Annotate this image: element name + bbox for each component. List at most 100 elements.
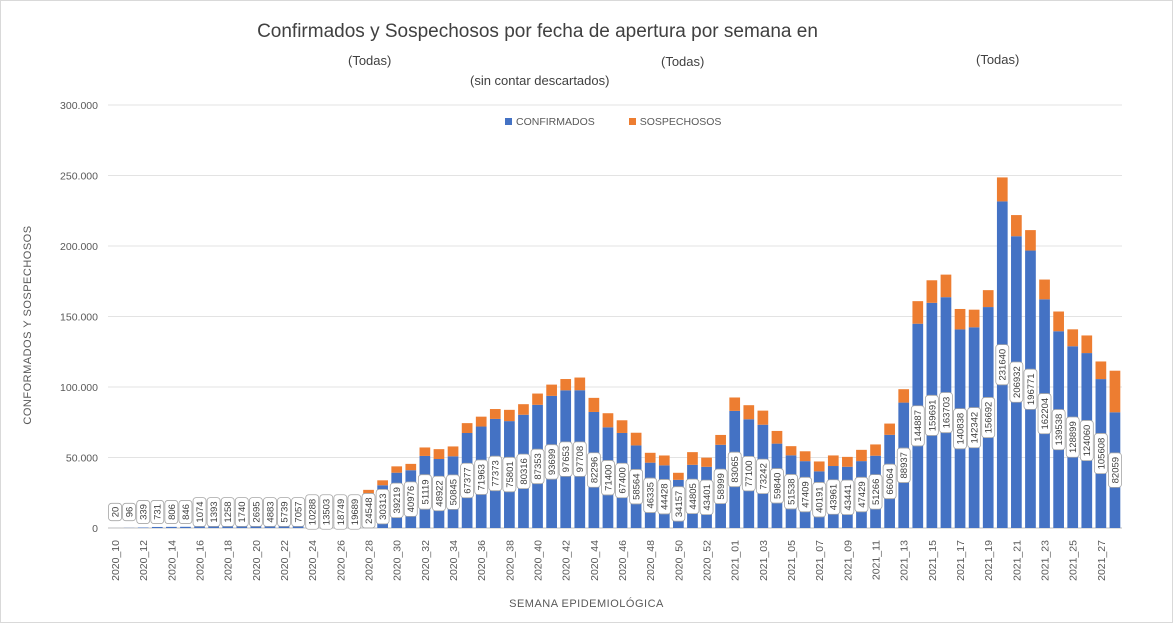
data-label-text: 142342 [970,412,981,444]
bar-sospechosos [968,309,980,328]
data-label-box [784,474,798,510]
data-label: 58999 [713,468,728,505]
data-label: 30313 [375,488,390,525]
data-label-text: 43961 [829,484,840,510]
data-label: 82059 [1108,452,1122,488]
data-label: 44805 [685,478,700,515]
data-label-text: 806 [167,504,178,520]
data-label-box [1037,393,1052,435]
data-label: 51538 [784,474,798,510]
x-tick-label: 2020_40 [533,540,545,581]
data-label-box [882,463,897,500]
data-label-text: 4883 [265,501,276,522]
data-label-text: 71963 [477,464,488,490]
data-label: 47429 [854,476,869,513]
bar-sospechosos [771,430,783,444]
x-tick-label: 2020_26 [335,540,347,581]
data-label-text: 40976 [406,486,417,512]
bar-sospechosos [616,420,628,433]
data-label-box [657,479,672,515]
x-tick-label: 2020_34 [448,540,460,581]
y-tick-label: 50.000 [66,453,98,465]
data-label-text: 40191 [815,486,826,512]
data-label: 97708 [572,441,587,477]
data-label-text: 58564 [632,474,643,500]
data-label: 339 [136,500,151,524]
bar-confirmados [194,526,205,528]
data-label: 128899 [1065,416,1080,458]
legend-swatch-sospechosos [628,118,636,125]
x-tick-label: 2021_19 [983,540,995,581]
legend-swatch-confirmados [505,118,512,125]
data-label: 24548 [361,493,376,529]
data-label: 18749 [333,494,348,530]
filter-label-1: (Todas) [348,53,392,68]
data-label-box [122,502,137,522]
data-label: 58564 [629,469,644,505]
data-label-box [361,493,376,529]
data-label-text: 159691 [927,400,938,432]
x-tick-label: 2020_16 [195,540,207,581]
bar-sospechosos [1039,279,1050,300]
data-label-text: 20 [110,507,121,518]
data-label: 83065 [727,451,742,488]
data-label-text: 51538 [786,478,797,504]
data-label: 82296 [586,452,601,488]
data-label-box [854,476,869,513]
data-label-text: 82059 [1110,457,1121,483]
data-label-box [389,482,404,519]
bar-sospechosos [447,446,459,457]
data-label-box [896,447,911,483]
data-label-box [544,444,559,480]
data-label-text: 339 [139,504,150,520]
data-label: 10288 [305,494,320,530]
data-label: 140838 [953,408,967,450]
x-tick-label: 2020_14 [166,540,178,581]
bar-sospechosos [898,389,910,403]
data-label-box [995,344,1010,386]
data-label: 93699 [544,444,559,480]
data-label-box [727,451,742,488]
bar-sospechosos [630,432,642,446]
bar-sospechosos [757,410,769,425]
data-label-box [150,500,165,524]
bar-sospechosos [842,456,853,467]
chart-legend: CONFIRMADOS SOSPECHOSOS [505,116,721,128]
data-label-box [192,497,207,527]
data-label-box [1079,420,1094,462]
data-label: 66064 [882,463,897,500]
bar-sospechosos [813,461,825,472]
data-label-box [1093,433,1108,475]
data-label-box [277,497,291,527]
bar-sospechosos [1025,230,1036,251]
data-label-text: 96 [125,507,136,518]
data-label: 47409 [798,476,813,513]
x-tick-label: 2020_52 [702,540,714,581]
data-label-text: 77100 [744,460,755,486]
data-label: 846 [178,500,193,524]
bar-sospechosos [926,280,938,303]
data-label: 67400 [615,462,629,499]
data-label: 73242 [755,458,770,495]
bar-confirmados [180,526,191,528]
x-tick-label: 2020_20 [251,540,263,581]
data-label-box [1065,416,1080,458]
data-label-box [347,494,362,530]
data-label: 71400 [601,460,615,496]
data-label-box [248,497,263,527]
data-label-text: 105608 [1096,438,1107,470]
x-tick-label: 2021_17 [955,540,967,581]
x-tick-label: 2021_09 [842,540,854,581]
x-tick-label: 2020_24 [307,540,319,581]
data-label-box [305,494,320,530]
data-label-box [333,494,348,530]
data-label: 4883 [263,497,277,527]
data-label-box [417,474,432,510]
data-label-text: 82296 [589,457,600,483]
data-label-text: 47429 [857,481,868,507]
data-label: 71963 [474,459,489,495]
data-label: 87353 [530,448,545,485]
data-label: 162204 [1037,393,1052,435]
x-tick-label: 2021_23 [1040,540,1052,581]
x-tick-label: 2020_44 [589,540,601,581]
